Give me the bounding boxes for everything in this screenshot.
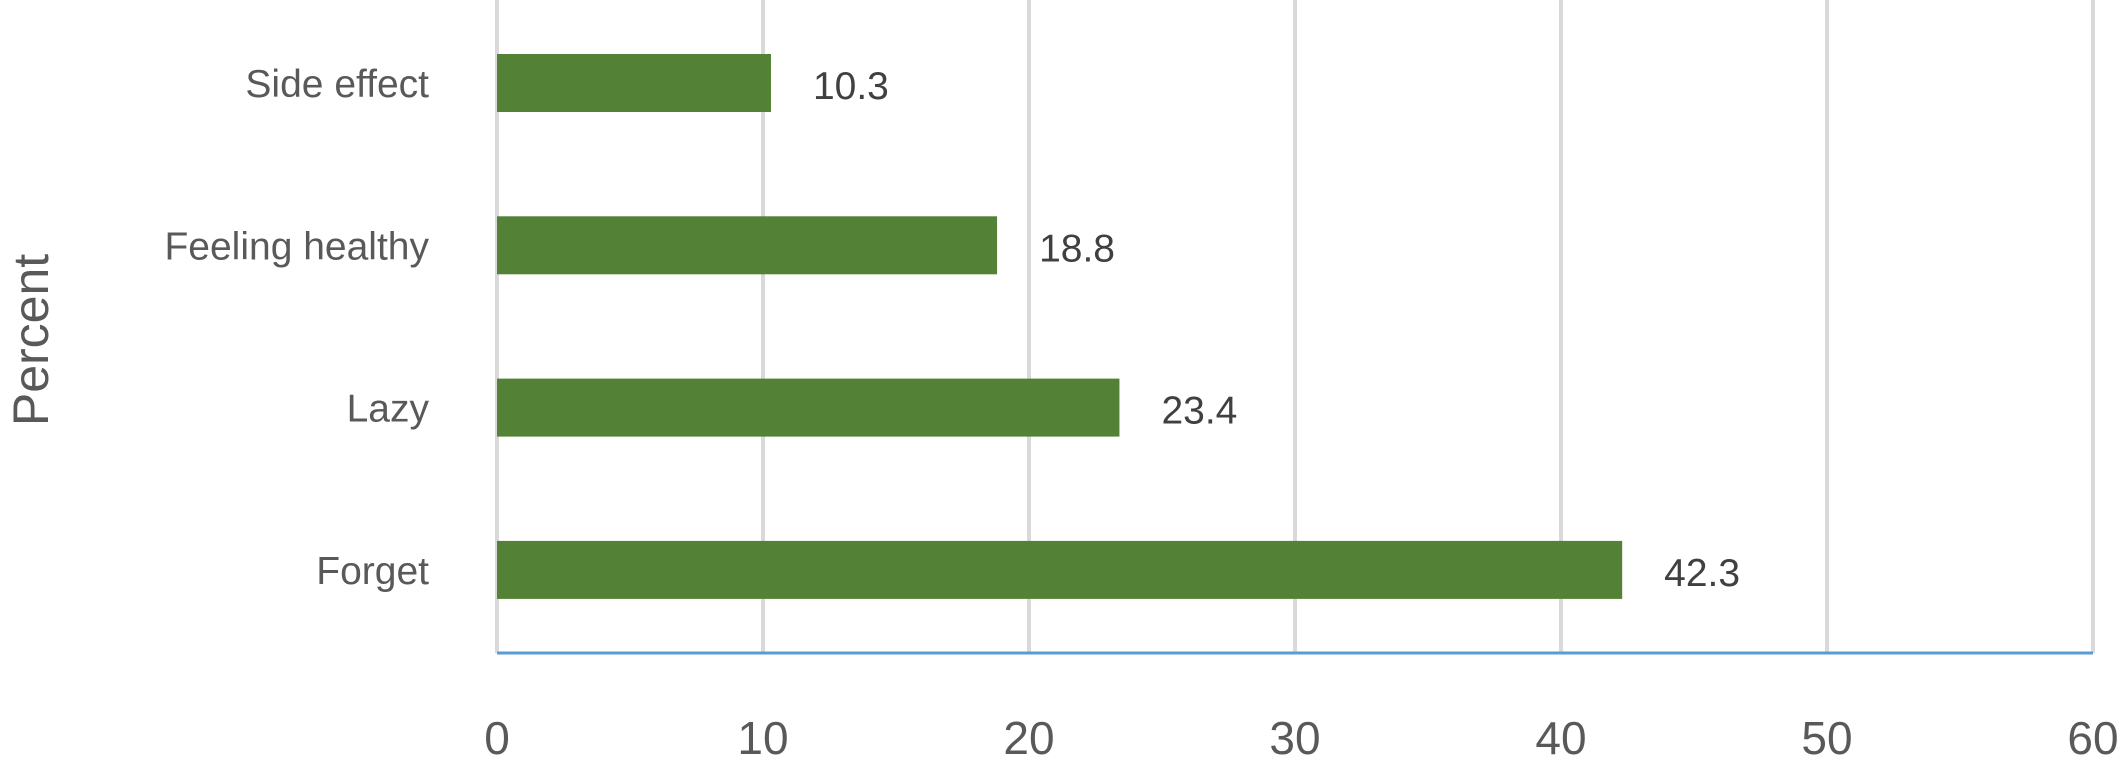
bars [497,54,1623,599]
x-tick-label: 50 [1801,712,1852,763]
y-axis-label: Percent [3,254,59,426]
category-label: Side effect [245,63,429,106]
data-label: 42.3 [1664,552,1740,595]
bar [497,216,998,275]
x-tick-label: 60 [2067,712,2117,763]
labels: 0 10 20 30 40 50 60 Side effect 10.3 Feeling heal… [164,63,2117,764]
x-tick-label: 40 [1535,712,1586,763]
data-label: 23.4 [1161,390,1237,433]
x-tick-label: 0 [484,712,510,763]
category-label: Forget [316,550,429,593]
bar [497,378,1120,437]
x-tick-label: 10 [737,712,788,763]
bar [497,54,771,112]
data-label: 10.3 [813,65,889,108]
category-label: Feeling healthy [164,225,429,268]
data-label: 18.8 [1039,227,1115,270]
bar [497,540,1623,599]
x-tick-label: 20 [1003,712,1054,763]
category-label: Lazy [347,388,430,431]
x-tick-label: 30 [1269,712,1320,763]
